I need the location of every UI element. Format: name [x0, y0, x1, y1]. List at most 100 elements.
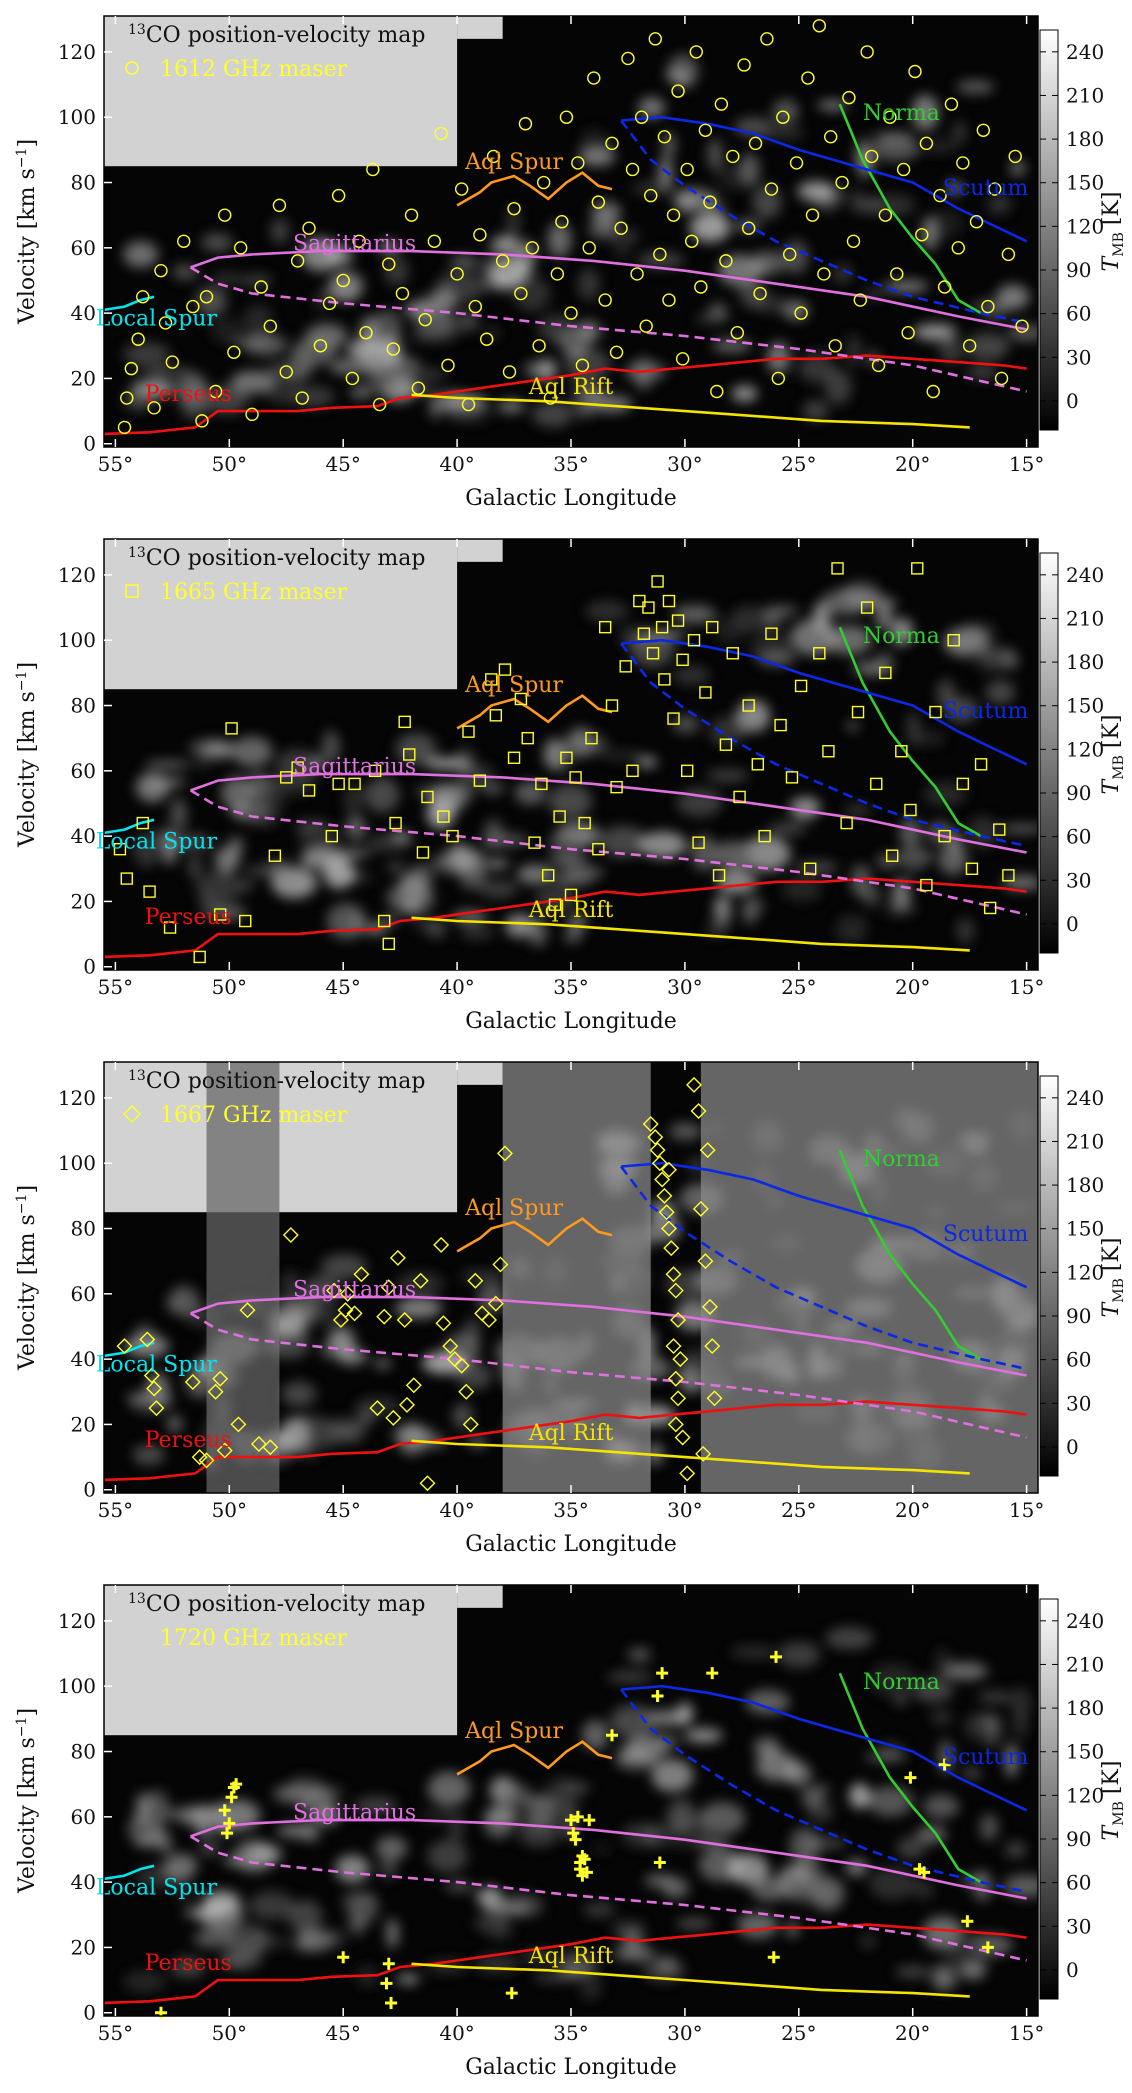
maser-point — [938, 829, 951, 843]
y-tick-label: 120 — [58, 40, 96, 64]
maser-point — [685, 234, 699, 248]
maser-point — [789, 156, 804, 170]
perseus-arm-line — [103, 1400, 1027, 1482]
colorbar-label-sub: MB — [1111, 232, 1127, 257]
title-text: CO position-velocity map — [146, 1592, 426, 1617]
title-superscript: 13 — [128, 545, 146, 561]
local-spur-arm-line — [103, 1864, 155, 1881]
maser-point — [614, 221, 628, 235]
x-tick-label: 30° — [667, 975, 702, 999]
maser-point — [671, 614, 685, 627]
maser-point — [698, 123, 713, 137]
maser-point — [690, 1102, 707, 1119]
maser-point — [184, 1373, 201, 1390]
maser-point — [653, 1856, 666, 1869]
maser-point — [653, 247, 667, 262]
x-tick-label: 55° — [98, 2021, 133, 2045]
colorbar-tick-label: 180 — [1066, 650, 1104, 674]
sagittarius-arm-line — [190, 1295, 1027, 1377]
scutum-arm-line-far — [620, 1688, 1027, 1894]
maser-point — [662, 293, 676, 307]
maser-point — [671, 84, 685, 98]
maser-point — [560, 751, 573, 764]
maser-point — [956, 156, 970, 170]
maser-point — [462, 1416, 479, 1433]
x-tick-label: 50° — [212, 1498, 247, 1522]
maser-point — [760, 32, 774, 46]
aql-rift-label: Aql Rift — [528, 898, 614, 923]
maser-point — [165, 355, 180, 369]
y-tick-label: 120 — [58, 1086, 96, 1110]
maser-point — [904, 803, 917, 817]
x-tick-label: 40° — [439, 452, 474, 476]
maser-point — [302, 221, 316, 235]
y-tick-label: 20 — [71, 1935, 96, 1959]
mask-region-upper-left — [104, 539, 458, 690]
maser-point — [801, 71, 815, 85]
maser-point — [651, 1155, 668, 1172]
maser-point — [609, 345, 624, 360]
colorbar-label-main: T — [1099, 777, 1124, 794]
colorbar-tick-label: 210 — [1066, 1652, 1104, 1676]
maser-point — [395, 286, 410, 301]
maser-point — [117, 420, 132, 435]
aql-spur-arm-line — [456, 171, 613, 207]
maser-point — [642, 1116, 659, 1133]
maser-point — [403, 748, 416, 761]
maser-point — [822, 745, 835, 758]
aql-rift-label: Aql Rift — [528, 375, 614, 400]
title-superscript: 13 — [128, 22, 146, 38]
maser-point — [116, 1338, 133, 1355]
pv-map-1720: Local Spur Perseus Sagittarius Aql Spur Aql … — [14, 1584, 1127, 2080]
maser-point — [860, 45, 874, 59]
mask-region-upper-left-step — [457, 1585, 503, 1608]
maser-point — [221, 1827, 234, 1840]
y-tick-label: 60 — [71, 759, 96, 783]
colorbar-tick-label: 60 — [1066, 302, 1091, 326]
colorbar-tick-label: 30 — [1066, 345, 1091, 369]
maser-point — [453, 1357, 470, 1374]
maser-point — [369, 1400, 386, 1417]
maser-point — [146, 1380, 163, 1397]
co-emission-texture — [132, 582, 1038, 947]
maser-point — [385, 1409, 402, 1426]
maser-point — [492, 1256, 509, 1273]
maser-point — [951, 241, 965, 255]
maser-point — [706, 620, 719, 634]
maser-point — [233, 241, 248, 255]
maser-point — [994, 371, 1009, 386]
aql-spur-label: Aql Spur — [464, 1719, 563, 1744]
maser-point — [223, 1817, 236, 1830]
maser-point — [225, 1791, 238, 1804]
panel-title: 13CO position-velocity map — [128, 1591, 425, 1617]
maser-markers — [154, 1650, 994, 2019]
maser-point — [120, 391, 134, 405]
maser-point — [555, 215, 569, 229]
maser-point — [514, 286, 528, 301]
x-tick-label: 25° — [781, 2021, 816, 2045]
sagittarius-arm-line-far — [189, 266, 1027, 393]
maser-point — [794, 679, 808, 693]
maser-point — [485, 673, 498, 686]
scutum-arm-line-far — [620, 642, 1027, 848]
legend-label: 1665 GHz maser — [160, 580, 348, 605]
pv-panel-1667: Local Spur Perseus Sagittarius Aql Spur Aql … — [0, 1046, 1132, 1566]
maser-point — [154, 263, 168, 278]
maser-markers — [116, 1076, 723, 1492]
maser-point — [507, 201, 521, 216]
colorbar-label-end: [K] — [1099, 1238, 1124, 1279]
maser-point — [120, 872, 133, 885]
maser-point — [326, 1282, 343, 1299]
maser-point — [382, 937, 395, 951]
maser-point — [186, 299, 200, 314]
mask-region-upper-left — [104, 1585, 458, 1736]
maser-point — [835, 175, 849, 190]
colorbar-tick-label: 240 — [1066, 1086, 1104, 1110]
maser-point — [626, 764, 639, 778]
maser-point — [870, 777, 883, 791]
maser-point — [564, 306, 578, 320]
x-axis-label: Galactic Longitude — [465, 486, 677, 511]
maser-point — [703, 195, 717, 209]
colorbar-tick-label: 60 — [1066, 1348, 1091, 1372]
colorbar-tick-label: 150 — [1066, 171, 1104, 195]
